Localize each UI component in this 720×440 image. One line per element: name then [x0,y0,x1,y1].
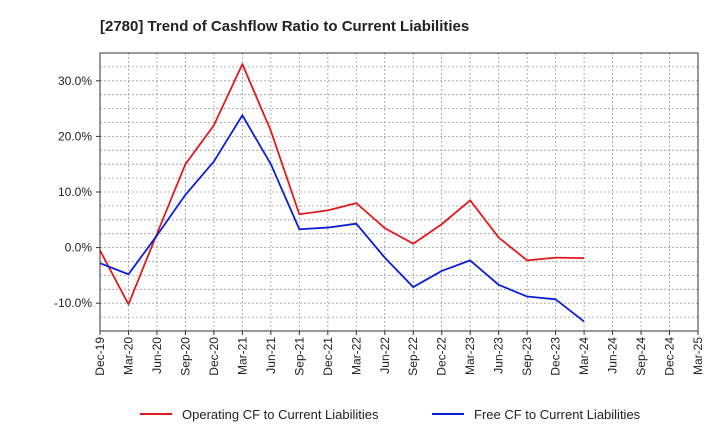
y-tick-label: 10.0% [58,185,92,199]
legend: Operating CF to Current Liabilities Free … [140,407,641,422]
plot-area [100,53,698,331]
x-tick-label: Jun-22 [378,337,392,374]
x-tick-label: Jun-21 [264,337,278,374]
x-tick-label: Dec-23 [549,337,563,376]
x-tick-label: Jun-24 [606,337,620,374]
x-tick-label: Sep-22 [406,337,420,376]
x-tick-label: Dec-19 [93,337,107,376]
x-tick-label: Dec-24 [663,337,677,376]
y-tick-label: -10.0% [54,296,92,310]
x-tick-label: Dec-20 [207,337,221,376]
x-tick-label: Mar-24 [577,337,591,375]
x-tick-label: Dec-22 [435,337,449,376]
legend-label: Free CF to Current Liabilities [474,407,641,422]
x-tick-label: Sep-20 [178,337,192,376]
series-lines [99,63,585,323]
y-axis-ticks: -10.0% 0.0% 10.0% 20.0% 30.0% [54,74,100,310]
legend-label: Operating CF to Current Liabilities [182,407,379,422]
x-tick-label: Mar-25 [691,337,705,375]
x-tick-label: Mar-23 [463,337,477,375]
x-tick-label: Sep-23 [520,337,534,376]
x-tick-label: Mar-22 [349,337,363,375]
x-tick-label: Dec-21 [321,337,335,376]
x-tick-label: Jun-20 [150,337,164,374]
x-tick-label: Sep-21 [292,337,306,376]
y-tick-label: 0.0% [65,241,93,255]
x-tick-label: Mar-20 [121,337,135,375]
x-tick-label: Jun-23 [492,337,506,374]
x-axis-ticks: Dec-19 Mar-20 Jun-20 Sep-20 Dec-20 Mar-21 Jun-… [93,331,705,376]
x-tick-label: Mar-21 [235,337,249,375]
chart-title: [2780] Trend of Cashflow Ratio to Curren… [100,18,469,35]
series-line [99,114,585,323]
y-tick-label: 20.0% [58,129,92,143]
y-tick-label: 30.0% [58,74,92,88]
series-line [99,63,585,306]
x-tick-label: Sep-24 [634,337,648,376]
